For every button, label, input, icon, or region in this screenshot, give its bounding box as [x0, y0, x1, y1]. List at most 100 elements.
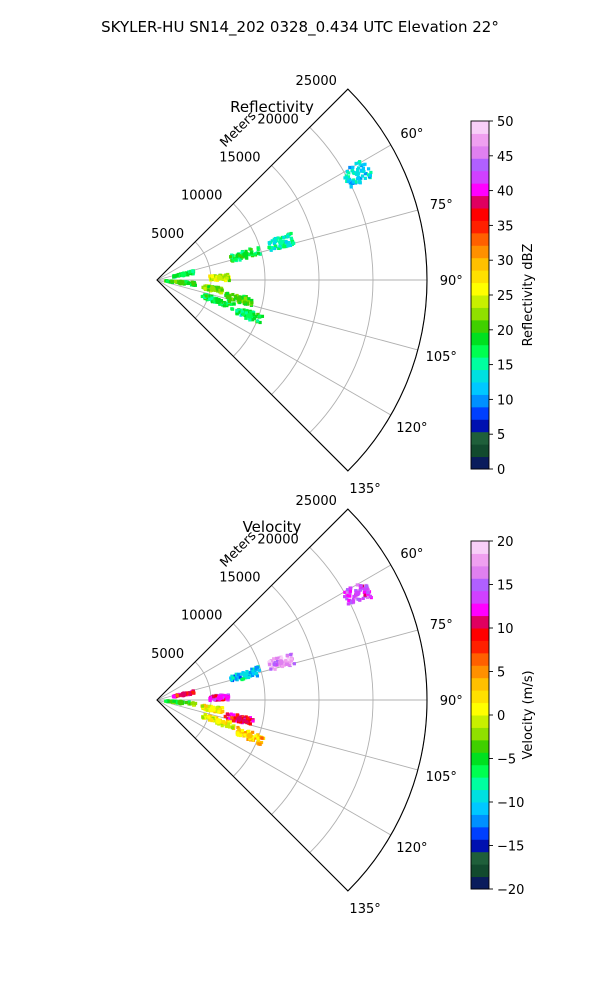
colorbar-label: Reflectivity dBZ: [521, 244, 536, 347]
radar-echo: [235, 713, 239, 717]
radar-echo: [246, 671, 251, 676]
radar-echo: [243, 300, 247, 304]
colorbar-segment: [471, 839, 489, 853]
radar-echo: [190, 690, 195, 695]
colorbar-segment: [471, 406, 489, 420]
radar-echo: [287, 241, 291, 245]
radar-echo: [221, 694, 225, 698]
radar-echo: [247, 729, 251, 733]
radar-echo: [205, 708, 210, 712]
colorbar-segment: [471, 876, 489, 890]
radar-echo: [226, 291, 230, 296]
radar-echo: [278, 244, 282, 248]
colorbar-label: Velocity (m/s): [521, 670, 536, 759]
colorbar-segment: [471, 615, 489, 629]
radar-echo: [240, 715, 244, 719]
radar-echo: [229, 712, 233, 716]
radar-echo: [192, 703, 196, 707]
radar-echo: [360, 174, 365, 178]
radar-echo: [226, 695, 231, 699]
radar-echo: [255, 674, 259, 678]
range-tick-label: 20000: [257, 532, 298, 547]
radar-echo: [270, 246, 274, 250]
radar-echo: [286, 235, 290, 239]
radar-echo: [227, 278, 231, 283]
radar-echo: [210, 294, 214, 298]
radar-echo: [170, 279, 174, 284]
radar-echo: [346, 175, 351, 179]
range-axis-label: Meters: [218, 528, 260, 570]
radar-echo: [213, 278, 217, 282]
radar-echo: [267, 241, 271, 245]
radar-echo: [344, 174, 348, 178]
radar-echo: [345, 588, 350, 592]
colorbar-segment: [471, 789, 489, 803]
angle-tick-label: 120°: [396, 421, 427, 436]
radar-echo: [184, 700, 188, 705]
radar-echo: [229, 302, 234, 306]
radar-echo: [210, 296, 214, 300]
colorbar-segment: [471, 257, 489, 271]
radar-echo: [234, 719, 238, 723]
radar-echo: [361, 596, 365, 600]
radar-echo: [226, 693, 230, 697]
colorbar-segment: [471, 431, 489, 445]
radar-echo: [228, 302, 232, 306]
radar-echo: [221, 709, 225, 714]
colorbar-segment: [471, 220, 489, 234]
radar-echo: [347, 171, 351, 175]
radar-echo: [203, 287, 207, 291]
radar-echo: [284, 662, 288, 666]
radar-echo: [230, 253, 234, 257]
radar-echo: [232, 715, 236, 719]
radar-echo: [250, 667, 254, 671]
colorbar-segment: [471, 826, 489, 840]
colorbar-segment: [471, 752, 489, 766]
radar-echo: [240, 296, 244, 300]
radar-echo: [351, 180, 355, 184]
radar-echo-center: [236, 715, 243, 722]
radar-echo: [274, 656, 279, 660]
radar-echo: [248, 716, 252, 720]
radar-echo: [238, 300, 242, 305]
radar-echo: [225, 276, 229, 280]
radar-echo: [216, 288, 220, 292]
radar-echo: [351, 600, 356, 604]
colorbar-tick-label: 10: [497, 393, 514, 408]
radar-echo: [186, 281, 190, 286]
radar-echo: [240, 310, 245, 314]
radar-echo: [269, 667, 273, 671]
radar-echo: [356, 167, 360, 172]
colorbar-segment: [471, 652, 489, 666]
angle-tick-label: 135°: [349, 902, 380, 917]
radar-echo: [220, 302, 225, 306]
radar-echo: [247, 299, 251, 303]
radar-echo: [349, 601, 354, 605]
range-tick-label: 25000: [296, 74, 337, 89]
radar-echo: [226, 297, 230, 302]
radar-echo: [366, 173, 371, 177]
colorbar-tick-label: −15: [497, 840, 524, 855]
colorbar-segment: [471, 319, 489, 333]
radar-echo: [225, 719, 230, 723]
colorbar-segment: [471, 456, 489, 470]
colorbar-tick-label: 20: [497, 324, 514, 339]
radar-echo: [366, 167, 371, 171]
colorbar-segment: [471, 158, 489, 172]
colorbar-segment: [471, 419, 489, 433]
radar-echo: [347, 598, 351, 603]
radar-echo: [346, 179, 350, 184]
azimuth-line: [156, 699, 418, 771]
radar-echo: [190, 272, 194, 276]
radar-echo: [187, 700, 191, 704]
radar-echo: [288, 243, 293, 248]
radar-echo: [235, 311, 239, 315]
radar-echo: [242, 718, 246, 723]
radar-echo: [274, 662, 279, 667]
radar-echo: [220, 706, 225, 710]
colorbar-tick-label: 15: [497, 359, 514, 374]
radar-echo: [346, 593, 350, 598]
radar-echo: [220, 724, 224, 728]
radar-echo: [219, 299, 223, 303]
radar-echo: [272, 657, 276, 661]
